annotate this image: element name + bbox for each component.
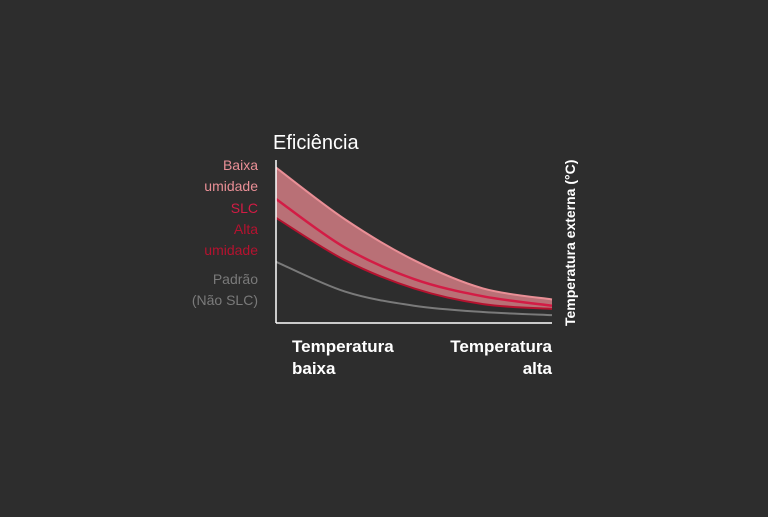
legend-label-1-line-0: SLC <box>231 200 258 216</box>
legend: Baixa umidade SLC Alta umidade Padrão (Não SLC… <box>192 157 258 308</box>
legend-label-3-line-0: Padrão <box>213 271 258 287</box>
legend-label-0-line-1: umidade <box>204 178 258 194</box>
x-tick-label-1-line-1: alta <box>523 359 553 378</box>
x-tick-labels: Temperatura baixa Temperatura alta <box>292 337 553 378</box>
axes-layer <box>275 160 552 324</box>
x-tick-label-0-line-0: Temperatura <box>292 337 394 356</box>
series-line-padr-o-n-o-slc- <box>275 260 553 317</box>
series-line-baixa-umidade <box>275 166 553 301</box>
series-lines-layer <box>275 166 553 317</box>
series-line-slc <box>275 197 553 307</box>
chart-title: Eficiência <box>273 132 359 154</box>
legend-label-2-line-0: Alta <box>234 221 258 237</box>
x-tick-label-0-line-1: baixa <box>292 359 336 378</box>
legend-label-2-line-1: umidade <box>204 242 258 258</box>
x-axis-label: Temperatura externa (°C) <box>562 160 578 326</box>
x-tick-label-1-line-0: Temperatura <box>450 337 552 356</box>
legend-label-0-line-0: Baixa <box>223 157 258 173</box>
legend-label-3-line-1: (Não SLC) <box>192 292 258 308</box>
series-line-alta-umidade <box>275 216 553 310</box>
